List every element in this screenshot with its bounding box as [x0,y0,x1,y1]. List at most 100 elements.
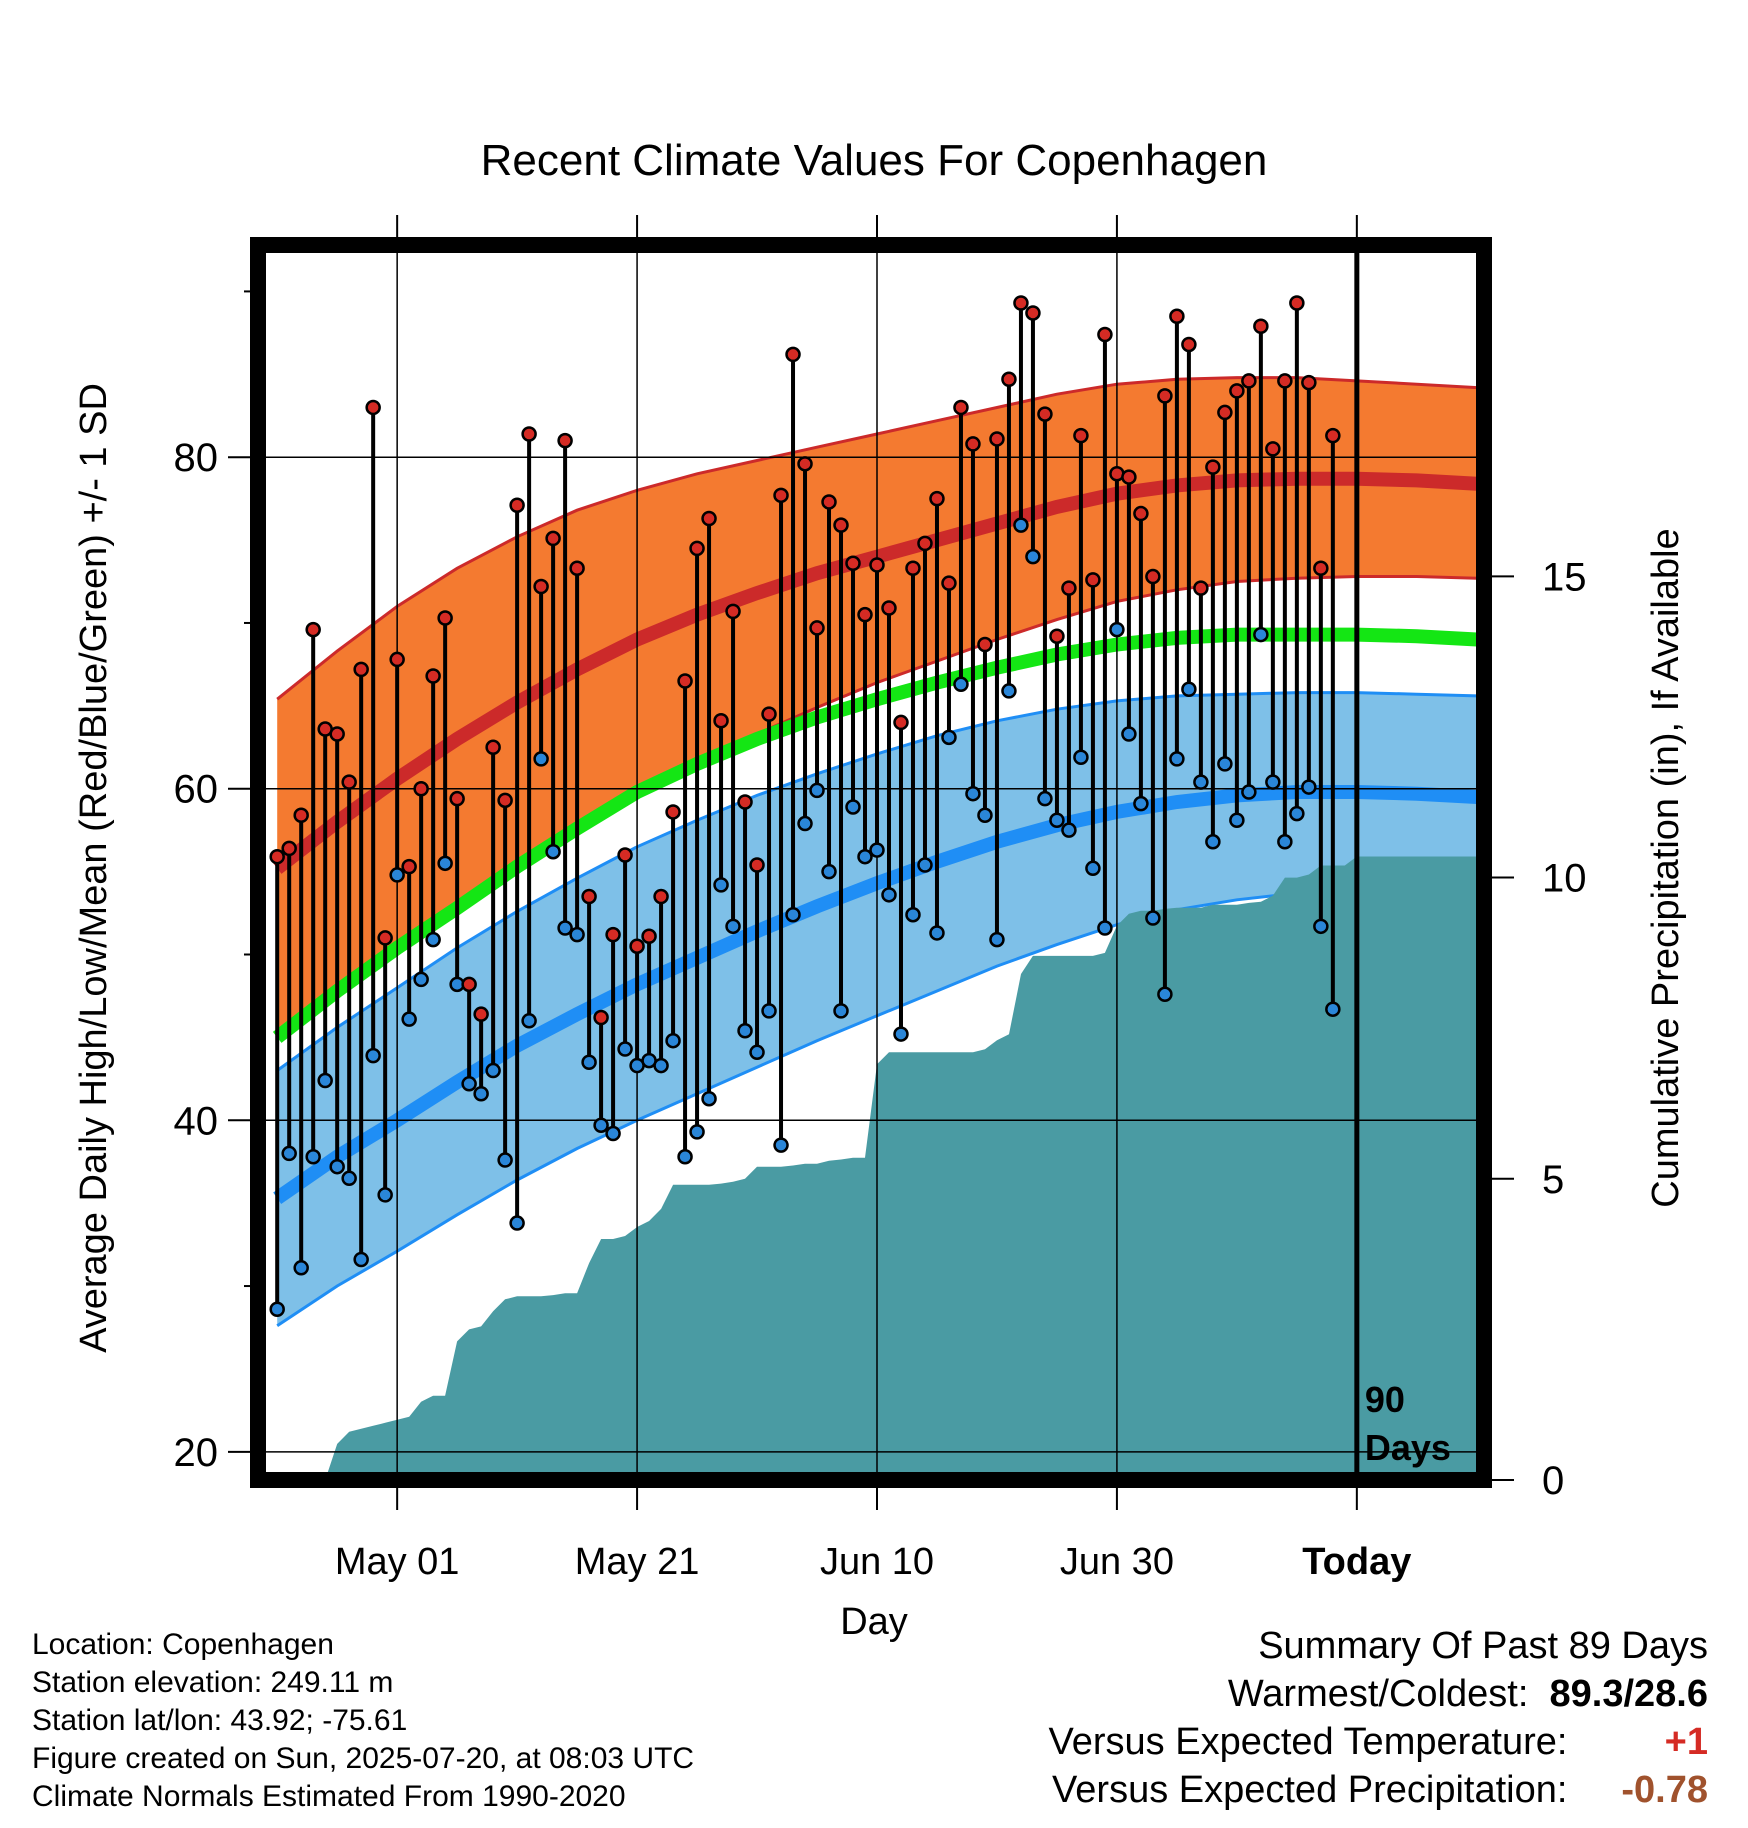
daily-low-point [1265,774,1281,790]
y2-axis-label: Cumulative Precipitation (in), If Availa… [1645,528,1687,1207]
x-tick-label: Jun 30 [1060,1541,1174,1583]
precip-area [325,856,1477,1480]
daily-high-point [1145,568,1161,585]
latlon-text: Station lat/lon: 43.92; -75.61 [32,1704,408,1737]
daily-low-point [845,799,861,815]
daily-high-point [713,713,729,729]
daily-low-point [713,877,729,893]
daily-high-point [545,530,561,547]
station-info: Location: Copenhagen Station elevation: … [32,1626,694,1816]
daily-low-point [1325,1001,1341,1017]
daily-high-point [653,888,669,905]
daily-low-point [881,887,897,903]
daily-low-point [893,1026,909,1042]
daily-low-point [785,906,801,923]
daily-high-point [557,432,573,449]
daily-low-point [413,971,429,988]
daily-high-point [569,560,585,577]
daily-low-point [857,848,873,865]
daily-low-point [1121,726,1137,742]
daily-high-point [821,494,837,510]
daily-low-point [1313,918,1329,935]
daily-low-point [1217,756,1233,772]
daily-high-point [461,976,477,993]
y-tick-label: 80 [174,436,219,480]
warm-cold-label: Warmest/Coldest: [1227,1673,1529,1715]
daily-low-point [905,906,921,923]
daily-low-point [281,1145,297,1162]
daily-high-point [1277,373,1293,389]
daily-low-point [353,1251,369,1268]
daily-low-point [797,815,813,832]
daily-high-point [1073,427,1089,444]
daily-low-point [809,782,825,799]
daily-high-point [833,517,849,533]
x-tick-label: May 01 [335,1541,460,1583]
daily-high-point [605,926,621,943]
daily-high-point [521,426,537,442]
daily-low-point [761,1003,777,1019]
daily-high-point [1121,469,1137,485]
daily-low-point [1289,805,1305,822]
daily-low-point [473,1086,489,1102]
daily-high-point [1193,580,1209,596]
daily-low-point [365,1047,381,1064]
daily-low-point [389,867,405,883]
daily-low-point [1181,681,1197,698]
daily-high-point [581,888,597,905]
daily-low-point [377,1187,393,1203]
daily-high-point [1157,388,1173,404]
daily-high-point [1181,336,1197,353]
daily-low-point [557,920,573,936]
daily-low-point [725,918,741,935]
plot-frame [250,237,1492,1488]
daily-high-point [725,603,741,620]
daily-high-point [593,1009,609,1026]
daily-high-point [1241,373,1257,389]
daily-low-point [581,1054,597,1071]
daily-high-point [1265,441,1281,457]
daily-high-point [1217,404,1233,421]
daily-low-point [689,1124,705,1140]
daily-high-point [629,938,645,954]
daily-low-point [1109,621,1125,638]
chart-title: Recent Climate Values For Copenhagen [481,136,1268,185]
daily-high-point [881,600,897,616]
daily-high-point [1205,459,1221,475]
daily-low-point [497,1152,513,1168]
today-days-label: Days [1365,1427,1451,1468]
daily-low-point [749,1044,765,1061]
daily-high-point [413,780,429,797]
daily-high-point [965,436,981,452]
daily-high-point [1037,406,1053,422]
daily-high-point [761,706,777,722]
daily-high-point [737,794,753,810]
daily-high-point [1301,374,1317,391]
daily-low-point [1085,860,1101,877]
daily-low-point [569,926,585,943]
daily-high-point [977,636,993,653]
daily-low-point [293,1260,309,1276]
warm-cold-value: 89.3/28.6 [1549,1673,1708,1715]
daily-high-point [341,774,357,790]
daily-low-point [1049,812,1065,828]
daily-high-point [797,456,813,472]
location-text: Location: Copenhagen [32,1628,334,1661]
daily-low-point [653,1057,669,1074]
daily-high-point [701,510,717,527]
daily-low-point [1205,834,1221,850]
y-axis-label: Average Daily High/Low/Mean (Red/Blue/Gr… [73,383,115,1353]
x-tick-label: May 21 [575,1541,700,1583]
y2-tick-label: 15 [1542,555,1587,599]
summary-panel: Summary Of Past 89 Days Warmest/Coldest:… [1049,1622,1708,1814]
daily-high-point [1169,308,1185,325]
daily-high-point [1001,371,1017,388]
precip-label: Versus Expected Precipitation: [1052,1769,1568,1811]
daily-low-point [1338,0,1351,7]
daily-high-point [1229,383,1245,399]
daily-low-point [545,843,561,860]
daily-low-point [821,863,837,880]
daily-low-point [521,1013,537,1029]
daily-high-point [449,790,465,807]
